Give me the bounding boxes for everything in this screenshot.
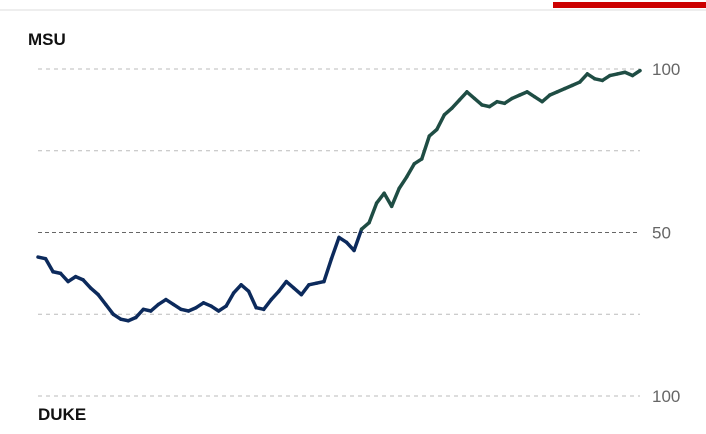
accent-bar (553, 2, 706, 8)
series-segment-55 (450, 98, 462, 110)
series-segment-26 (231, 283, 243, 295)
series-segment-44 (367, 201, 379, 225)
series-segment-30 (262, 297, 274, 312)
series-segment-53 (435, 113, 447, 132)
series-segment-8 (96, 292, 108, 307)
y-tick-label-2: 100 (652, 387, 680, 406)
series-segment-42 (352, 227, 364, 253)
series-segment-9 (103, 302, 115, 316)
series-segment-79 (630, 68, 642, 78)
series-segment-38 (322, 256, 334, 284)
series-segment-13 (134, 307, 146, 320)
series-segment-49 (404, 162, 416, 179)
series-group (36, 68, 642, 323)
y-tick-label-0: 100 (652, 60, 680, 79)
gridlines (38, 68, 640, 397)
series-segment-1 (43, 256, 55, 274)
series-segment-56 (457, 90, 469, 102)
series-segment-25 (224, 291, 236, 308)
series-segment-51 (420, 134, 432, 161)
series-segment-47 (389, 186, 401, 209)
series-segment-28 (246, 289, 258, 310)
series-segment-39 (329, 235, 341, 261)
series-segment-72 (578, 72, 590, 84)
top-team-label: MSU (28, 30, 66, 49)
y-tick-labels: 100 50 100 (652, 60, 680, 406)
series-segment-46 (382, 191, 394, 209)
y-tick-label-1: 50 (652, 224, 671, 243)
series-segment-48 (397, 175, 409, 191)
series-segment-6 (81, 278, 93, 290)
series-segment-35 (299, 283, 311, 297)
series-segment-3 (58, 271, 70, 284)
series-segment-45 (374, 191, 386, 205)
series-segment-32 (277, 279, 289, 294)
series-segment-31 (269, 289, 281, 302)
bottom-team-label: DUKE (38, 405, 86, 424)
